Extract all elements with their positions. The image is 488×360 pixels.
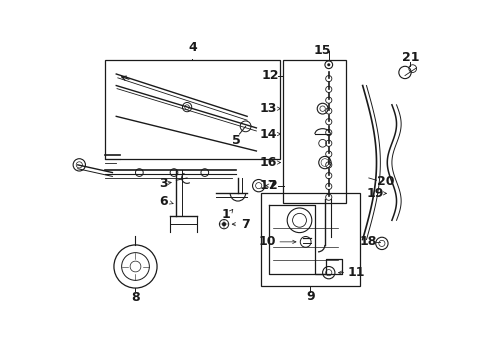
Text: 17: 17 xyxy=(260,179,277,192)
Text: 20: 20 xyxy=(376,175,393,188)
Text: 11: 11 xyxy=(346,266,364,279)
Text: 4: 4 xyxy=(188,41,197,54)
Text: 5: 5 xyxy=(231,134,240,147)
Text: 16: 16 xyxy=(260,156,277,169)
Text: 19: 19 xyxy=(366,187,384,200)
Text: 9: 9 xyxy=(305,290,314,303)
Circle shape xyxy=(326,63,329,66)
Circle shape xyxy=(222,222,225,226)
Text: 7: 7 xyxy=(241,218,249,231)
Text: 2: 2 xyxy=(268,179,277,192)
Bar xyxy=(261,193,359,286)
Text: 13: 13 xyxy=(260,102,277,115)
Text: 3: 3 xyxy=(160,177,168,190)
Text: 6: 6 xyxy=(160,194,168,208)
Text: 12: 12 xyxy=(261,69,279,82)
Bar xyxy=(104,60,280,159)
Text: 14: 14 xyxy=(260,127,277,140)
Text: 15: 15 xyxy=(312,44,330,57)
Text: 21: 21 xyxy=(401,50,418,64)
Text: 18: 18 xyxy=(358,235,376,248)
Bar xyxy=(282,60,346,203)
Text: 8: 8 xyxy=(131,291,140,304)
Text: 1: 1 xyxy=(221,208,229,221)
Text: 10: 10 xyxy=(258,235,275,248)
